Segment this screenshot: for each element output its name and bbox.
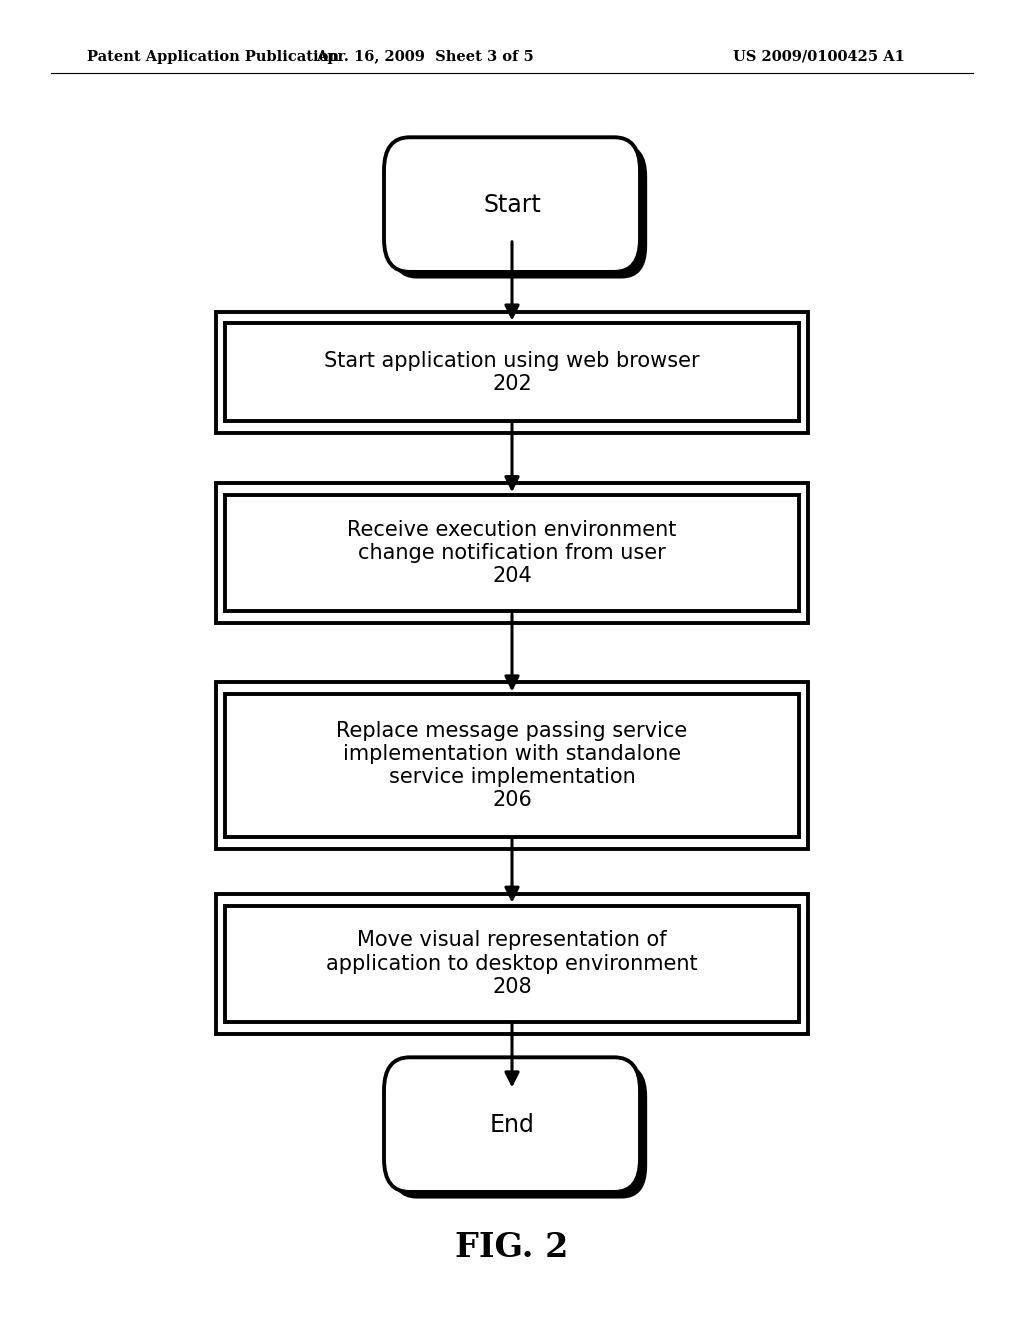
FancyBboxPatch shape — [232, 330, 806, 428]
FancyBboxPatch shape — [216, 682, 808, 849]
FancyBboxPatch shape — [216, 894, 808, 1034]
Text: Apr. 16, 2009  Sheet 3 of 5: Apr. 16, 2009 Sheet 3 of 5 — [316, 50, 534, 63]
FancyBboxPatch shape — [384, 1057, 640, 1192]
FancyBboxPatch shape — [232, 502, 806, 618]
FancyBboxPatch shape — [384, 137, 640, 272]
FancyBboxPatch shape — [225, 906, 799, 1022]
Text: Start: Start — [483, 193, 541, 216]
FancyBboxPatch shape — [225, 694, 799, 837]
Text: Receive execution environment
change notification from user
204: Receive execution environment change not… — [347, 520, 677, 586]
FancyBboxPatch shape — [216, 312, 808, 433]
Text: FIG. 2: FIG. 2 — [456, 1230, 568, 1265]
FancyBboxPatch shape — [216, 483, 808, 623]
Text: US 2009/0100425 A1: US 2009/0100425 A1 — [733, 50, 905, 63]
Text: End: End — [489, 1113, 535, 1137]
FancyBboxPatch shape — [232, 701, 806, 843]
Text: Move visual representation of
application to desktop environment
208: Move visual representation of applicatio… — [327, 931, 697, 997]
FancyBboxPatch shape — [225, 323, 799, 421]
FancyBboxPatch shape — [391, 144, 647, 279]
FancyBboxPatch shape — [391, 1064, 647, 1199]
Text: Start application using web browser
202: Start application using web browser 202 — [325, 351, 699, 393]
FancyBboxPatch shape — [232, 912, 806, 1028]
FancyBboxPatch shape — [225, 495, 799, 611]
Text: Replace message passing service
implementation with standalone
service implement: Replace message passing service implemen… — [336, 721, 688, 810]
Text: Patent Application Publication: Patent Application Publication — [87, 50, 339, 63]
